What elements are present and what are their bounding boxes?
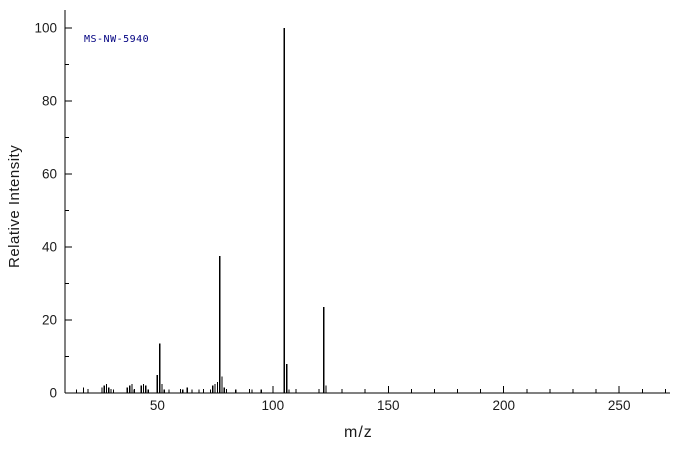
y-tick-label: 80	[42, 94, 57, 109]
y-tick-label: 20	[42, 313, 57, 328]
y-tick-label: 40	[42, 240, 57, 255]
x-tick-label: 50	[150, 398, 165, 413]
x-tick-label: 150	[377, 398, 400, 413]
x-axis-title: m/z	[344, 424, 373, 441]
y-tick-label: 60	[42, 167, 57, 182]
y-tick-label: 100	[34, 21, 57, 36]
x-tick-label: 100	[262, 398, 285, 413]
x-tick-label: 250	[608, 398, 631, 413]
y-tick-label: 0	[49, 386, 57, 401]
spectrum-id-label: MS-NW-5940	[84, 34, 150, 45]
x-tick-label: 200	[492, 398, 515, 413]
y-axis-title: Relative Intensity	[6, 144, 23, 268]
